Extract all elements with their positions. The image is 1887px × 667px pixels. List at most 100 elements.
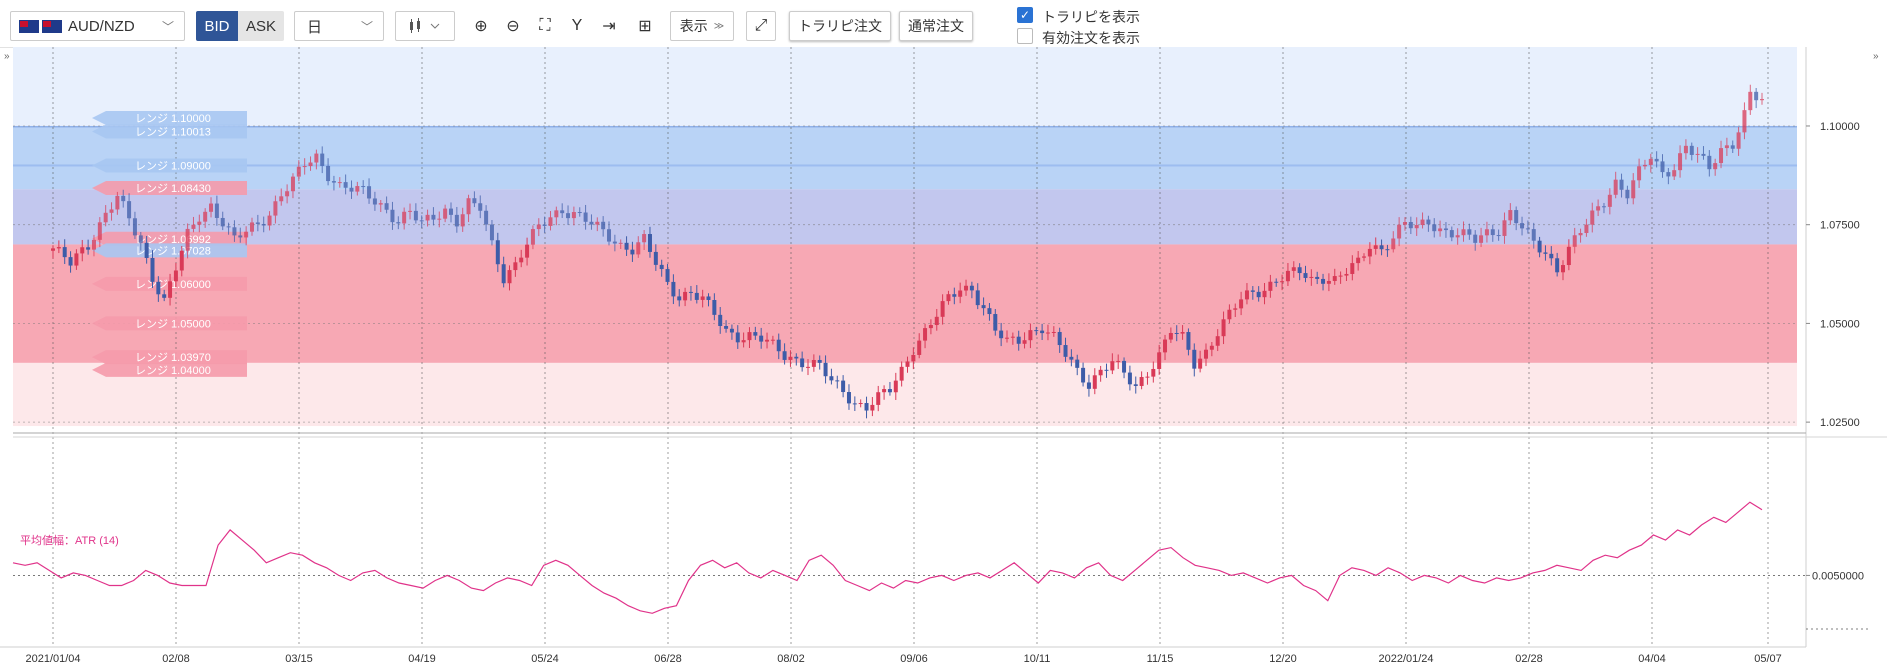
candle (495, 232, 500, 273)
candle (1438, 220, 1443, 237)
add-indicator-icon[interactable]: ⊞ (631, 11, 659, 41)
currency-pair-select[interactable]: AUD/NZD ﹀ (10, 11, 185, 41)
candle-body (993, 314, 998, 331)
candle (1110, 353, 1115, 375)
trap-order-button[interactable]: トラリピ注文 (789, 11, 891, 41)
period-label: 日 (307, 18, 323, 36)
candle (1040, 323, 1045, 341)
candle (858, 399, 863, 408)
expand-icon[interactable]: ⤢ (746, 11, 776, 41)
candle (1742, 102, 1747, 140)
candle-body (460, 214, 465, 227)
candle-body (1572, 235, 1577, 247)
currency-pair-label: AUD/NZD (68, 17, 135, 35)
candle (168, 273, 173, 306)
candle (1356, 251, 1361, 271)
candle (1350, 255, 1355, 281)
display-menu-button[interactable]: 表示 ≫ (670, 11, 734, 41)
candle (238, 227, 243, 243)
candle (1467, 223, 1472, 240)
candle-body (454, 214, 459, 227)
candle-body (1326, 280, 1331, 284)
candle (150, 250, 155, 288)
candle (1098, 365, 1103, 382)
ask-button[interactable]: ASK (238, 11, 284, 41)
candle (390, 201, 395, 230)
candle-body (882, 389, 887, 393)
candle-body (1344, 273, 1349, 276)
candle-body (290, 176, 295, 192)
candle-body (876, 392, 881, 405)
fit-screen-icon[interactable]: ⛶ (531, 11, 559, 41)
date-tick-label: 05/24 (531, 653, 559, 665)
candle (1525, 220, 1530, 234)
range-label: レンジ 1.10000 (92, 110, 247, 125)
candle-body (495, 240, 500, 265)
period-select[interactable]: 日 ﹀ (294, 11, 384, 41)
candle (314, 149, 319, 170)
candle (905, 356, 910, 373)
candle-body (320, 153, 325, 166)
candle (91, 234, 96, 257)
candle (308, 156, 313, 171)
candle-body (1379, 245, 1384, 250)
candle (864, 396, 869, 419)
candle (1022, 332, 1027, 349)
candle-body (618, 242, 623, 244)
candle (1613, 171, 1618, 199)
bid-button[interactable]: BID (196, 11, 238, 41)
candle (829, 368, 834, 385)
candle (759, 327, 764, 349)
candlestick-icon (410, 18, 440, 33)
candle-body (1549, 253, 1554, 259)
candle-body (396, 222, 401, 224)
candle (1402, 217, 1407, 231)
candle-body (425, 214, 430, 221)
y-axis-lock-icon[interactable]: Y (563, 11, 591, 41)
zoom-out-icon[interactable]: ⊖ (499, 11, 527, 41)
candle-body (1578, 233, 1583, 236)
candle (571, 206, 576, 226)
candle-body (378, 203, 383, 205)
date-tick-label: 04/19 (408, 653, 436, 665)
display-menu-label: 表示 (679, 18, 708, 34)
normal-order-button[interactable]: 通常注文 (899, 11, 973, 41)
chart-type-select[interactable] (395, 11, 455, 41)
candle-body (238, 235, 243, 238)
candle-body (636, 242, 641, 255)
candle-body (852, 403, 857, 405)
nz-flag-icon (42, 19, 62, 33)
candle (1344, 267, 1349, 282)
expand-panel-icon[interactable]: » (4, 51, 10, 62)
candle (1572, 227, 1577, 254)
candle (706, 293, 711, 307)
scroll-to-latest-icon[interactable]: ⇥ (595, 11, 623, 41)
candle (378, 199, 383, 213)
candle-body (314, 153, 319, 163)
candle-body (1537, 240, 1542, 253)
candle (1051, 326, 1056, 337)
candle (882, 385, 887, 400)
date-tick-label: 2021/01/04 (25, 653, 80, 665)
candle-body (981, 305, 986, 309)
zoom-in-icon[interactable]: ⊕ (467, 11, 495, 41)
candle-body (1672, 170, 1677, 177)
candle (1069, 349, 1074, 367)
date-tick-label: 11/15 (1147, 653, 1174, 665)
candle (1274, 278, 1279, 287)
candle (1537, 236, 1542, 258)
range-label-text: レンジ 1.09000 (135, 160, 211, 172)
candle (179, 245, 184, 277)
candle (1157, 344, 1162, 375)
candle-body (806, 366, 811, 368)
candle-body (1280, 281, 1285, 283)
candle-body (197, 221, 202, 225)
candle (472, 191, 477, 208)
candle-body (525, 244, 530, 258)
show-trap-checkbox[interactable]: ✓ (1017, 7, 1033, 23)
collapse-panel-icon[interactable]: » (1873, 51, 1879, 62)
candle-body (62, 247, 67, 258)
show-active-checkbox[interactable] (1017, 28, 1033, 44)
candle-body (1683, 145, 1688, 154)
